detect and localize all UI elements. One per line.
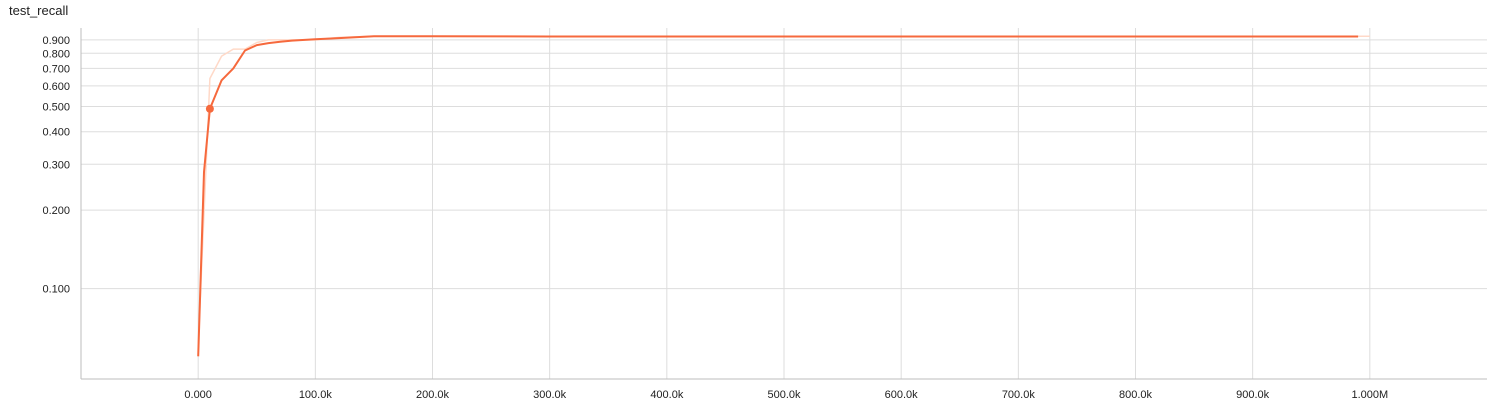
- y-tick-label: 0.600: [42, 81, 70, 93]
- y-tick-label: 0.100: [42, 284, 70, 296]
- data-point-marker[interactable]: [205, 104, 214, 113]
- x-tick-label: 100.0k: [299, 389, 333, 401]
- x-tick-label: 500.0k: [767, 389, 801, 401]
- y-tick-label: 0.300: [42, 159, 70, 171]
- y-tick-label: 0.400: [42, 127, 70, 139]
- x-tick-label: 800.0k: [1119, 389, 1153, 401]
- x-tick-label: 700.0k: [1002, 389, 1036, 401]
- smoothed-series-line: [197, 35, 1359, 357]
- y-tick-label: 0.900: [42, 35, 70, 47]
- chart-title: test_recall: [9, 3, 69, 18]
- x-tick-label: 200.0k: [416, 389, 450, 401]
- x-tick-label: 600.0k: [885, 389, 919, 401]
- y-tick-label: 0.800: [42, 48, 70, 60]
- y-tick-label: 0.200: [42, 205, 70, 217]
- x-tick-label: 300.0k: [533, 389, 567, 401]
- y-tick-label: 0.500: [42, 101, 70, 113]
- y-tick-label: 0.700: [42, 63, 70, 75]
- x-tick-label: 900.0k: [1236, 389, 1270, 401]
- x-tick-label: 1.000M: [1351, 389, 1388, 401]
- x-tick-label: 0.000: [184, 389, 212, 401]
- x-tick-label: 400.0k: [650, 389, 684, 401]
